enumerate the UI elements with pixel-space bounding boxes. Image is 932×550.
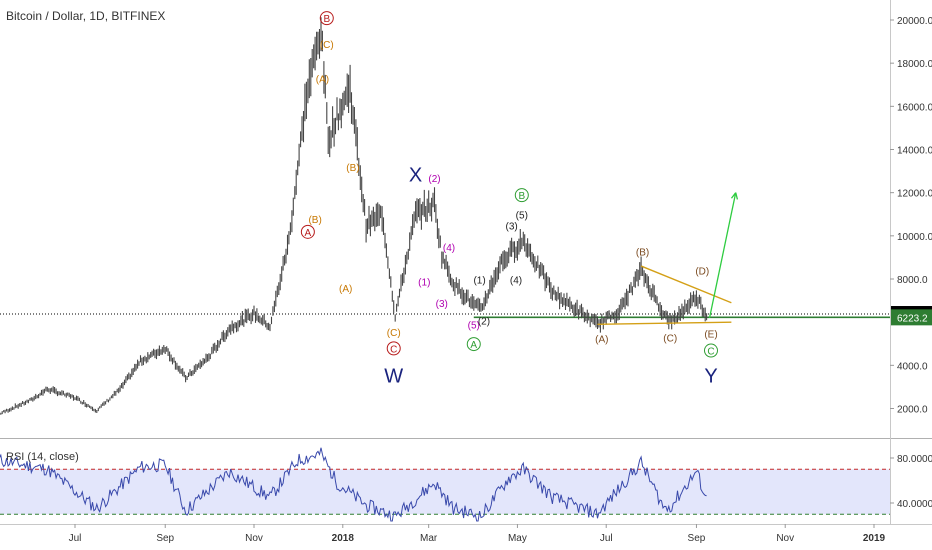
price-tick-label: 18000.0	[897, 59, 932, 70]
time-tick-label: 2018	[332, 533, 355, 544]
time-tick-label: Nov	[776, 533, 794, 544]
price-tick-label: 12000.0	[897, 189, 932, 200]
wave-label: (4)	[443, 243, 455, 254]
wave-label: (5)	[468, 321, 480, 332]
axes: 20000.0 18000.0 16000.0 14000.0 12000.0 10000…	[69, 16, 932, 544]
time-tick-label: Jul	[69, 533, 82, 544]
levels-layer	[0, 313, 890, 319]
rsi-tick-label: 80.0000	[897, 454, 932, 465]
rsi-line	[0, 447, 707, 522]
price-badge-label: 6223.2	[897, 313, 928, 324]
wave-label: (B)	[346, 163, 359, 174]
price-tick-label: 20000.0	[897, 16, 932, 27]
time-tick-label: Sep	[156, 533, 174, 544]
wave-label: (C)	[387, 328, 401, 339]
wave-label-circle	[386, 341, 401, 356]
time-tick-label: 2019	[863, 533, 886, 544]
chart-title: Bitcoin / Dollar, 1D, BITFINEX	[6, 9, 166, 23]
time-tick-label: Mar	[420, 533, 438, 544]
price-tick-label: 10000.0	[897, 232, 932, 243]
wave-label: (E)	[704, 329, 717, 340]
wave-label: A	[470, 340, 477, 351]
wave-label: (A)	[316, 75, 329, 86]
wave-label: (2)	[428, 174, 440, 185]
wave-label: C	[707, 347, 714, 358]
rsi-band	[0, 469, 890, 515]
rsi-tick-label: 40.0000	[897, 499, 932, 510]
wave-label: A	[305, 228, 312, 239]
wave-label: C	[390, 344, 397, 355]
wave-label: (C)	[663, 334, 677, 345]
wave-label: B	[518, 191, 525, 202]
projection-arrow-head	[730, 192, 739, 200]
price-pane	[0, 0, 890, 437]
wave-label: (B)	[636, 247, 649, 258]
wave-label-circle	[466, 337, 481, 352]
wave-label: (4)	[510, 275, 522, 286]
triangle-lower-line	[597, 321, 732, 326]
wave-labels: B(C)(A)(B)A(B)(A)(C)CWX (2)(4)(1)(3)(5)(2…	[300, 11, 718, 387]
wave-label: (2)	[478, 316, 490, 327]
drawings-layer	[597, 192, 739, 326]
wave-label: (A)	[595, 335, 608, 346]
price-tick-label: 4000.0	[897, 361, 928, 372]
price-tick-label: 14000.0	[897, 146, 932, 157]
wave-label: (D)	[695, 267, 709, 278]
triangle-upper-line	[640, 265, 732, 304]
wave-label-circle	[319, 11, 334, 26]
wave-label-circle	[300, 224, 315, 239]
price-tick-label: 16000.0	[897, 102, 932, 113]
price-series	[0, 17, 708, 415]
wave-label: (A)	[339, 284, 352, 295]
time-tick-label: May	[508, 533, 527, 544]
wave-label-circle	[514, 188, 529, 203]
price-badge	[891, 309, 932, 326]
wave-label: (C)	[320, 40, 334, 51]
wave-label: (3)	[505, 221, 517, 232]
rsi-layer	[0, 447, 890, 522]
rsi-title: RSI (14, close)	[6, 451, 79, 463]
wave-label-circle	[703, 343, 718, 358]
wave-label: (5)	[516, 211, 528, 222]
wave-label: (1)	[473, 275, 485, 286]
wave-label: (B)	[308, 215, 321, 226]
wave-label: Y	[704, 365, 717, 387]
wave-label: (3)	[436, 299, 448, 310]
price-tick-label: 2000.0	[897, 405, 928, 416]
chart-panels	[0, 0, 932, 525]
time-tick-label: Sep	[688, 533, 706, 544]
wave-label: W	[384, 365, 403, 387]
time-tick-label: Nov	[245, 533, 263, 544]
wave-label: X	[409, 165, 422, 187]
wave-label: B	[323, 14, 330, 25]
price-tick-label: 8000.0	[897, 275, 928, 286]
price-layer	[0, 17, 708, 415]
projection-arrow	[708, 192, 737, 318]
time-tick-label: Jul	[600, 533, 613, 544]
wave-label: (1)	[418, 277, 430, 288]
